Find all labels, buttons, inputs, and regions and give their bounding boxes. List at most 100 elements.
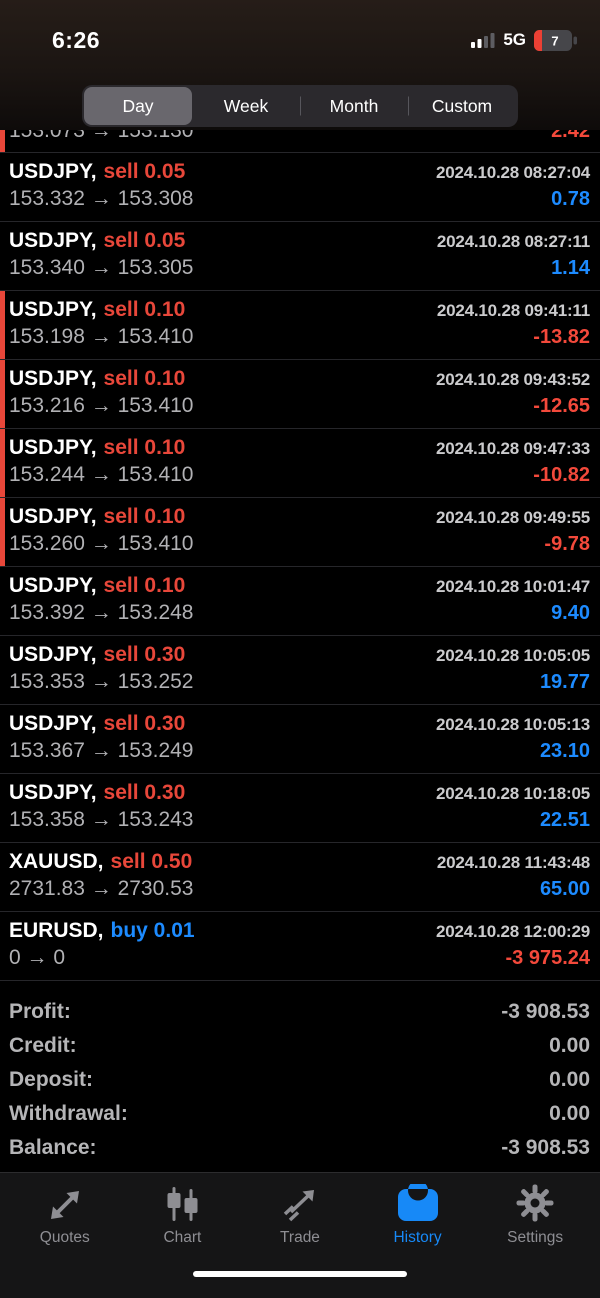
filter-tab-month[interactable]: Month	[300, 87, 408, 125]
summary-value: 0.00	[549, 1068, 590, 1091]
trade-datetime: 2024.10.28 10:18:05	[435, 784, 590, 803]
tab-quotes[interactable]: Quotes	[6, 1184, 124, 1247]
bottom-tab-bar: Quotes Chart	[0, 1172, 600, 1298]
trade-direction-volume: sell 0.50	[110, 850, 193, 873]
trade-symbol: XAUUSD,	[9, 850, 104, 873]
trade-datetime: 2024.10.28 09:41:11	[436, 301, 590, 320]
history-row[interactable]: EURUSD, buy 0.01 2024.10.28 12:00:29 0 →…	[0, 912, 600, 981]
trade-profit: 0.78	[551, 188, 590, 210]
trade-profit: 2.42	[551, 130, 590, 142]
trade-prices: 153.216 → 153.410	[9, 394, 194, 417]
history-row[interactable]: USDJPY, sell 0.30 2024.10.28 10:05:05 15…	[0, 636, 600, 705]
trade-profit: -10.82	[533, 464, 590, 486]
filter-segmented-control: Day Week Month Custom	[82, 85, 518, 127]
trade-prices: 0 → 0	[9, 946, 66, 969]
tab-history[interactable]: History	[359, 1184, 477, 1247]
filter-tab-day[interactable]: Day	[84, 87, 192, 125]
trade-prices: 153.260 → 153.410	[9, 532, 194, 555]
filter-tab-custom[interactable]: Custom	[408, 87, 516, 125]
filter-tab-week[interactable]: Week	[223, 95, 269, 116]
trade-symbol: EURUSD,	[9, 919, 104, 942]
trade-direction-volume: buy 0.01	[110, 919, 195, 942]
loss-marker-bar	[0, 429, 5, 497]
account-summary: Profit: -3 908.53 Credit: 0.00 Deposit: …	[0, 981, 600, 1165]
history-row[interactable]: USDJPY, sell 0.10 2024.10.28 09:41:11 15…	[0, 291, 600, 360]
trade-symbol: USDJPY,	[9, 436, 97, 459]
history-row[interactable]: XAUUSD, sell 0.50 2024.10.28 11:43:48 27…	[0, 843, 600, 912]
trade-direction-volume: sell 0.30	[103, 781, 186, 804]
trade-direction-volume: sell 0.05	[103, 160, 186, 183]
history-row[interactable]: USDJPY, sell 0.10 2024.10.28 10:01:47 15…	[0, 567, 600, 636]
trade-datetime: 2024.10.28 09:49:55	[435, 508, 590, 527]
trade-symbol: USDJPY,	[9, 712, 97, 735]
loss-marker-bar	[0, 130, 5, 152]
trade-symbol: USDJPY,	[9, 367, 97, 390]
quotes-arrows-icon	[46, 1184, 84, 1222]
summary-value: -3 908.53	[501, 1000, 590, 1023]
history-row[interactable]: USDJPY, sell 0.10 2024.10.28 09:49:55 15…	[0, 498, 600, 567]
trade-prices: 153.073 → 153.130	[9, 130, 194, 142]
trade-trend-arrow-icon	[281, 1184, 319, 1222]
tab-trade[interactable]: Trade	[241, 1184, 359, 1247]
cellular-signal-icon	[471, 32, 495, 48]
gear-icon	[516, 1184, 554, 1222]
summary-line: Credit: 0.00	[9, 1029, 590, 1063]
tab-label: Chart	[163, 1229, 202, 1246]
summary-line: Profit: -3 908.53	[9, 995, 590, 1029]
history-row[interactable]: USDJPY, sell 0.10 2024.10.28 09:47:33 15…	[0, 429, 600, 498]
tab-label: Trade	[280, 1229, 320, 1246]
trade-profit: -12.65	[533, 395, 590, 417]
trade-profit: 1.14	[551, 257, 590, 279]
trade-direction-volume: sell 0.10	[103, 574, 186, 597]
trade-datetime: 2024.10.28 09:47:33	[435, 439, 590, 458]
trade-prices: 153.332 → 153.308	[9, 187, 194, 210]
trade-profit: 22.51	[539, 809, 590, 831]
trade-datetime: 2024.10.28 10:05:05	[435, 646, 590, 665]
trade-direction-volume: sell 0.10	[103, 298, 186, 321]
summary-label: Credit:	[9, 1034, 77, 1057]
trade-datetime: 2024.10.28 10:01:47	[435, 577, 590, 596]
trade-profit: 9.40	[551, 602, 590, 624]
trade-profit: 19.77	[539, 671, 590, 693]
history-row[interactable]: USDJPY, sell 0.30 2024.10.28 10:05:13 15…	[0, 705, 600, 774]
battery-percent-label: 7	[551, 33, 558, 48]
trade-datetime: 2024.10.28 11:43:48	[436, 853, 590, 872]
trade-datetime: 2024.10.28 12:00:29	[435, 922, 590, 941]
trade-prices: 153.198 → 153.410	[9, 325, 194, 348]
network-type-label: 5G	[503, 30, 526, 49]
trade-prices: 153.367 → 153.249	[9, 739, 194, 762]
trade-profit: 23.10	[539, 740, 590, 762]
header: 6:26 5G 7 Day Week Month Custom	[0, 0, 600, 130]
trade-direction-volume: sell 0.10	[103, 367, 186, 390]
tab-label: Quotes	[39, 1229, 90, 1246]
summary-line: Withdrawal: 0.00	[9, 1097, 590, 1131]
tab-chart[interactable]: Chart	[124, 1184, 242, 1247]
tab-label: Settings	[507, 1229, 564, 1246]
trade-profit: -3 975.24	[505, 947, 590, 969]
summary-label: Withdrawal:	[9, 1102, 128, 1125]
summary-label: Profit:	[9, 1000, 71, 1023]
home-indicator[interactable]	[193, 1271, 407, 1277]
trade-profit: 65.00	[539, 878, 590, 900]
trade-symbol: USDJPY,	[9, 298, 97, 321]
trade-symbol: USDJPY,	[9, 574, 97, 597]
trade-direction-volume: sell 0.30	[103, 712, 186, 735]
history-row[interactable]: USDJPY, sell 0.05 2024.10.28 08:27:11 15…	[0, 222, 600, 291]
history-row[interactable]: USDJPY, sell 0.30 2024.10.28 10:18:05 15…	[0, 774, 600, 843]
trade-symbol: USDJPY,	[9, 505, 97, 528]
summary-label: Balance:	[9, 1136, 97, 1159]
trade-symbol: USDJPY,	[9, 229, 97, 252]
tab-settings[interactable]: Settings	[476, 1184, 594, 1247]
trade-direction-volume: sell 0.05	[103, 229, 186, 252]
trade-prices: 153.244 → 153.410	[9, 463, 194, 486]
loss-marker-bar	[0, 291, 5, 359]
trade-direction-volume: sell 0.30	[103, 643, 186, 666]
battery-icon: 7	[534, 29, 577, 51]
clock: 6:26	[52, 26, 101, 53]
trade-datetime: 2024.10.28 08:27:04	[435, 163, 590, 182]
summary-line: Deposit: 0.00	[9, 1063, 590, 1097]
history-row[interactable]: USDJPY, sell 0.10 2024.10.28 09:43:52 15…	[0, 360, 600, 429]
history-row[interactable]: USDJPY, sell 0.05 2024.10.28 08:27:04 15…	[0, 153, 600, 222]
history-row-partial[interactable]: 153.073 → 153.130 2.42	[0, 130, 600, 153]
